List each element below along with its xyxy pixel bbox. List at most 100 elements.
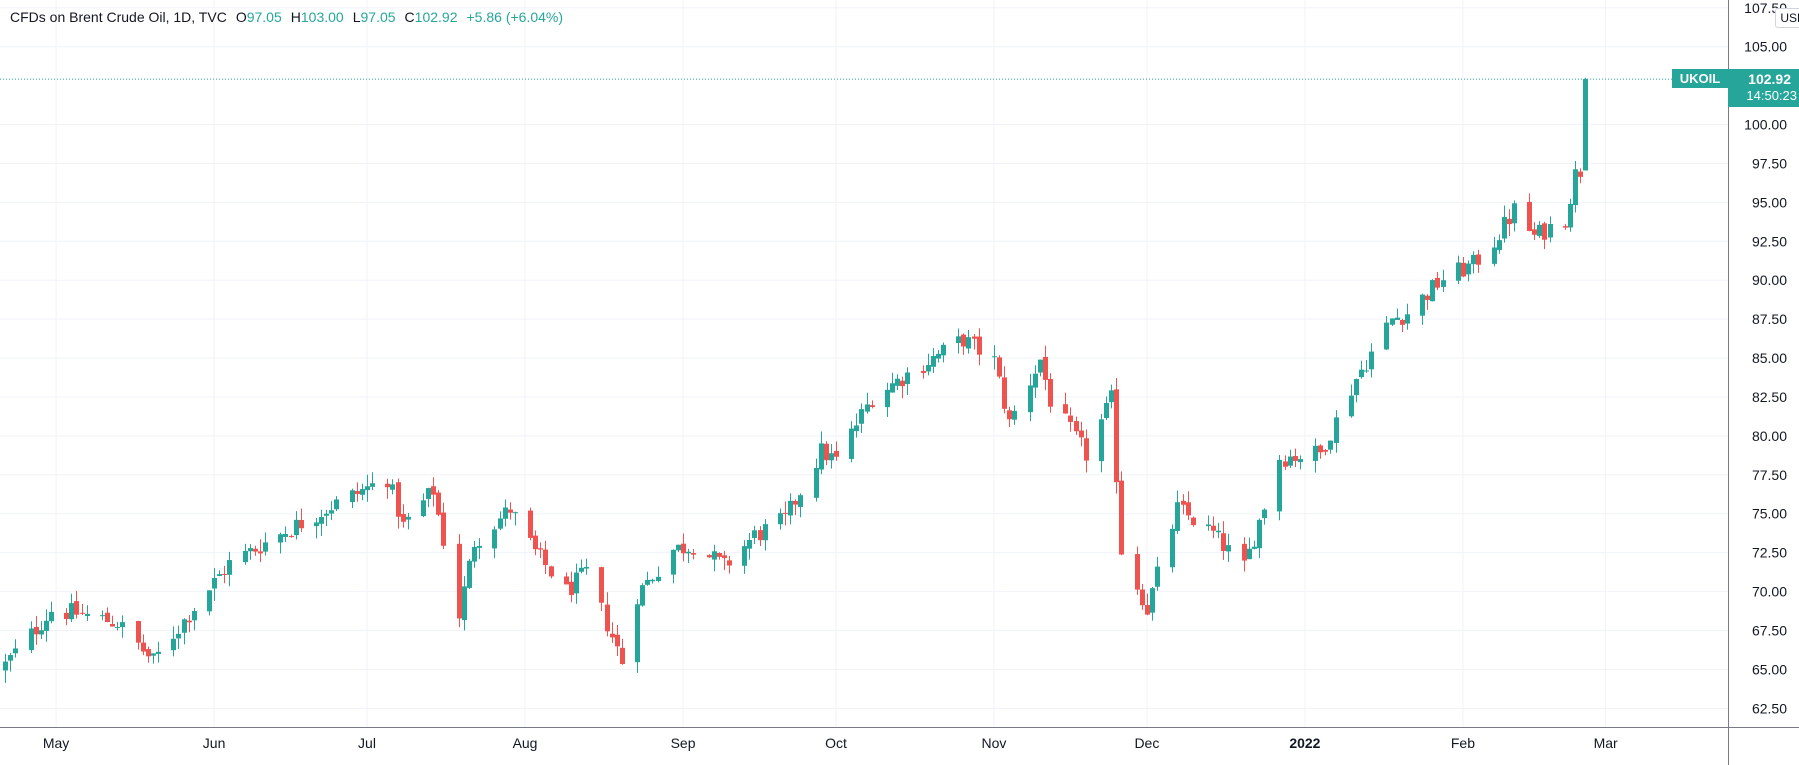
- candle-up: [100, 615, 105, 617]
- high-value: 103.00: [300, 9, 344, 25]
- candle-down: [900, 380, 905, 387]
- candle-up: [69, 603, 74, 620]
- x-tick-label: May: [43, 735, 69, 751]
- grid: [0, 0, 1728, 727]
- candle-up: [885, 389, 890, 408]
- candle-up: [1150, 588, 1155, 613]
- candle-up: [85, 613, 90, 617]
- candle-down: [436, 492, 441, 515]
- candle-down: [1221, 533, 1226, 551]
- candle-up: [472, 546, 477, 562]
- candle-up: [574, 572, 579, 594]
- candle-down: [431, 486, 436, 495]
- candle-down: [1318, 445, 1323, 453]
- candle-down: [783, 512, 788, 514]
- candle-up: [39, 630, 44, 635]
- candle-up: [207, 590, 212, 612]
- candle-down: [457, 543, 462, 619]
- candle-down: [1186, 502, 1191, 516]
- candle-up: [676, 544, 681, 551]
- candle-up: [992, 356, 997, 358]
- candle-down: [222, 573, 227, 575]
- symbol-price-tag: UKOIL: [1672, 69, 1728, 88]
- candle-up: [1099, 419, 1104, 462]
- candle-down: [972, 336, 977, 339]
- candle-up: [406, 516, 411, 520]
- candle-down: [1578, 171, 1583, 177]
- candle-up: [798, 495, 803, 507]
- candle-up: [926, 365, 931, 372]
- candle-up: [1430, 280, 1435, 302]
- candle-up: [192, 610, 197, 621]
- candle-up: [890, 383, 895, 393]
- candle-up: [1548, 224, 1553, 238]
- candle-up: [171, 638, 176, 651]
- candle-up: [1497, 240, 1502, 250]
- candle-up: [8, 655, 13, 661]
- candle-up: [742, 546, 747, 566]
- symbol-title[interactable]: CFDs on Brent Crude Oil, 1D, TVC: [10, 9, 227, 25]
- candle-down: [1079, 430, 1084, 438]
- candle-up: [1349, 395, 1354, 417]
- candle-up: [278, 534, 283, 543]
- candle-up: [1537, 224, 1542, 236]
- candle-up: [656, 576, 661, 582]
- y-tick-label: 70.00: [1752, 584, 1787, 600]
- candle-up: [421, 500, 426, 517]
- currency-button[interactable]: USD: [1775, 8, 1799, 28]
- candle-down: [1425, 295, 1430, 300]
- candle-up: [865, 404, 870, 412]
- candle-up: [1471, 254, 1476, 265]
- x-tick-label: 2022: [1289, 735, 1320, 751]
- candle-down: [1191, 517, 1196, 526]
- candle-up: [650, 579, 655, 582]
- candle-up: [1573, 169, 1578, 206]
- candle-down: [538, 548, 543, 550]
- candle-up: [905, 372, 910, 385]
- high-label: H: [290, 9, 301, 25]
- candle-up: [49, 611, 54, 622]
- candle-up: [120, 622, 125, 628]
- candle-down: [1435, 277, 1440, 288]
- candle-down: [1283, 461, 1288, 467]
- y-tick-label: 62.50: [1752, 700, 1787, 716]
- candle-up: [1466, 263, 1471, 275]
- candle-down: [605, 604, 610, 632]
- candle-up: [29, 628, 34, 651]
- candle-down: [80, 612, 85, 614]
- candle-down: [1114, 389, 1119, 483]
- candle-up: [1456, 262, 1461, 281]
- candle-up: [283, 533, 288, 537]
- candle-down: [299, 520, 304, 529]
- candle-up: [1252, 546, 1257, 549]
- candle-down: [1048, 378, 1053, 407]
- candle-up: [360, 489, 365, 495]
- candle-up: [3, 661, 8, 671]
- candle-up: [645, 579, 650, 585]
- candle-up: [859, 409, 864, 424]
- candle-up: [390, 484, 395, 490]
- candle-down: [961, 334, 966, 347]
- candle-up: [640, 585, 645, 606]
- y-tick-label: 92.50: [1752, 233, 1787, 249]
- candle-up: [763, 524, 768, 541]
- candle-down: [758, 530, 763, 541]
- candle-down: [253, 548, 258, 552]
- candle-down: [1002, 377, 1007, 409]
- candle-down: [793, 500, 798, 505]
- candle-up: [814, 467, 819, 498]
- candle-down: [141, 642, 146, 652]
- candle-down: [1476, 254, 1481, 265]
- candle-up: [819, 443, 824, 470]
- candle-down: [355, 491, 360, 494]
- chart-legend: CFDs on Brent Crude Oil, 1D, TVC O 97.05…: [10, 9, 563, 25]
- candle-down: [396, 482, 401, 517]
- candle-up: [1104, 402, 1109, 419]
- candle-down: [1119, 480, 1124, 555]
- candle-down: [834, 450, 839, 457]
- candle-up: [503, 507, 508, 519]
- y-tick-label: 100.00: [1744, 117, 1787, 133]
